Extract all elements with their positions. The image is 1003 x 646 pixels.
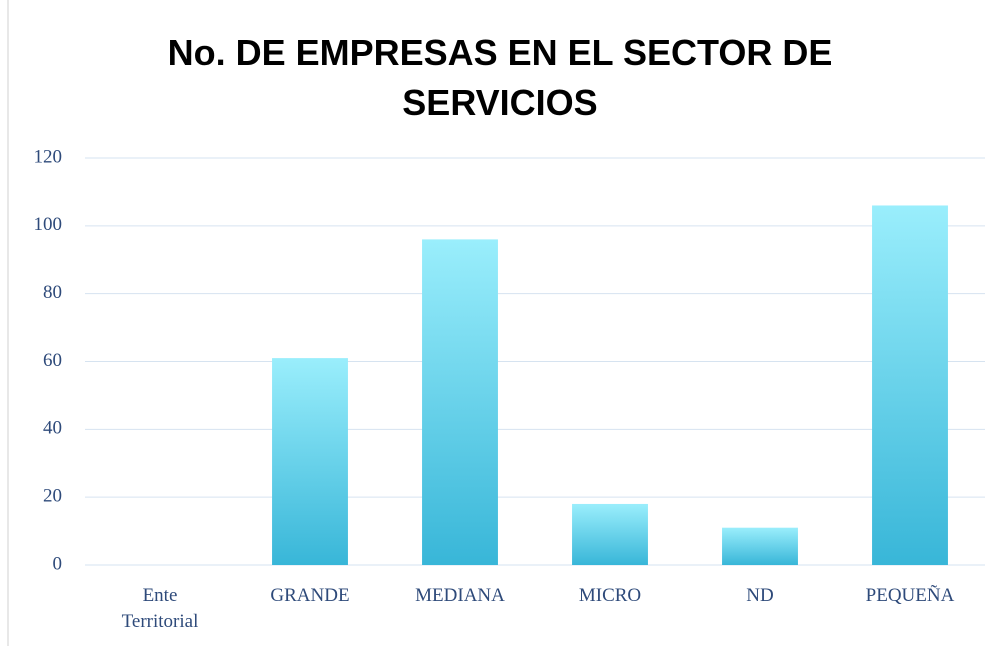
bar <box>722 527 798 565</box>
y-tick-label: 60 <box>43 350 62 371</box>
x-tick-label: Ente Territorial <box>121 585 199 632</box>
y-tick-label: 20 <box>43 486 62 507</box>
y-tick-label: 120 <box>34 146 63 167</box>
x-tick-label: PEQUEÑA <box>865 585 955 606</box>
x-tick-label: MICRO <box>578 585 642 606</box>
x-tick-label: GRANDE <box>270 585 350 606</box>
y-tick-label: 0 <box>53 553 63 574</box>
chart-title: No. DE EMPRESAS EN EL SECTOR DE SERVICIO… <box>167 32 833 123</box>
x-tick-label: ND <box>746 585 774 606</box>
bar <box>872 205 948 565</box>
y-tick-label: 80 <box>43 282 62 303</box>
x-tick-label: MEDIANA <box>415 585 505 606</box>
y-tick-label: 40 <box>43 418 62 439</box>
bar <box>272 358 348 565</box>
bar <box>572 503 648 565</box>
bar <box>422 239 498 565</box>
y-tick-label: 100 <box>34 214 63 235</box>
